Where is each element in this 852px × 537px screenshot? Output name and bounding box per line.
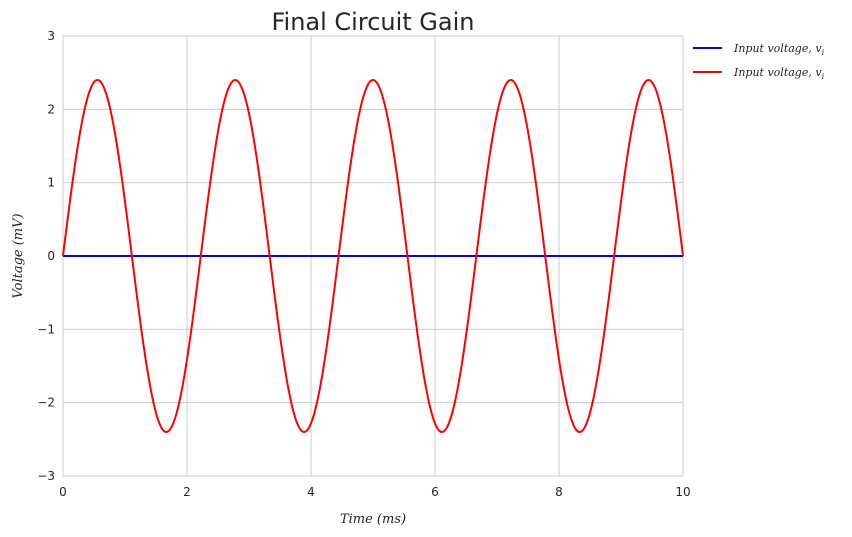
y-tick-label: 1 bbox=[47, 176, 55, 190]
x-ticks: 0 2 4 6 8 10 bbox=[59, 485, 690, 499]
legend: Input voltage, vi Input voltage, vi bbox=[693, 42, 825, 81]
y-ticks: 3 2 1 0 −1 −2 −3 bbox=[37, 29, 55, 483]
x-tick-label: 10 bbox=[675, 485, 690, 499]
x-axis-label: Time (ms) bbox=[340, 512, 406, 527]
y-axis-label: Voltage (mV) bbox=[11, 213, 26, 298]
x-tick-label: 4 bbox=[307, 485, 315, 499]
y-tick-label: 2 bbox=[47, 102, 55, 116]
y-tick-label: −1 bbox=[37, 322, 55, 336]
y-tick-label: 3 bbox=[47, 29, 55, 43]
x-tick-label: 0 bbox=[59, 485, 67, 499]
chart-title: Final Circuit Gain bbox=[271, 8, 474, 36]
x-tick-label: 6 bbox=[431, 485, 439, 499]
x-tick-label: 2 bbox=[183, 485, 191, 499]
series-line-2 bbox=[62, 78, 684, 434]
y-tick-label: −2 bbox=[37, 396, 55, 410]
y-tick-label: −3 bbox=[37, 469, 55, 483]
legend-label: Input voltage, vi bbox=[733, 66, 825, 81]
x-tick-label: 8 bbox=[555, 485, 563, 499]
series-layer bbox=[62, 78, 684, 434]
legend-label: Input voltage, vi bbox=[733, 42, 825, 57]
y-tick-label: 0 bbox=[47, 249, 55, 263]
